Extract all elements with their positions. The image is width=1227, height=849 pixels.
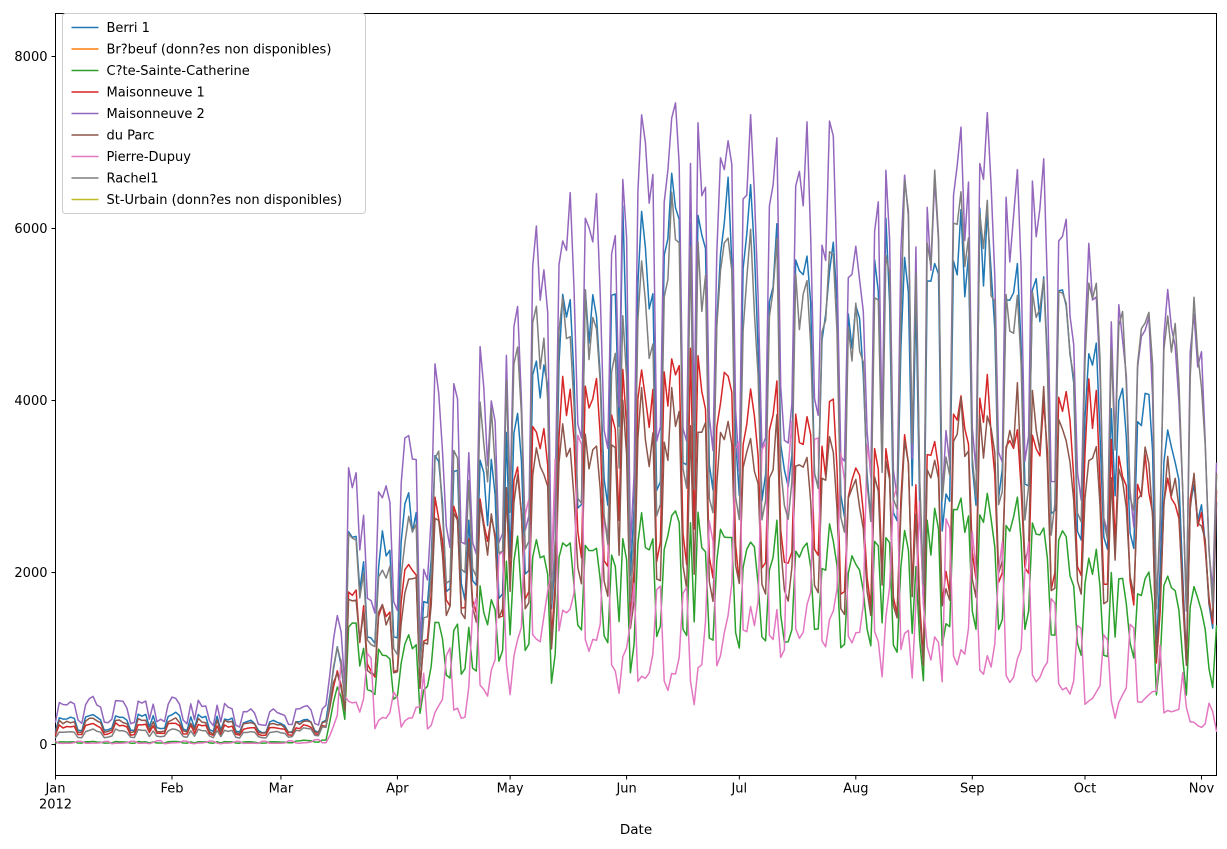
x-tick-label: Mar	[269, 782, 294, 797]
plot-border	[55, 13, 1217, 776]
legend-label-st-urbain: St-Urbain (donn?es non disponibles)	[107, 193, 343, 208]
y-tick-label: 2000	[14, 566, 47, 581]
y-tick-label: 8000	[14, 50, 47, 65]
y-tick-label: 6000	[14, 222, 47, 237]
legend-label-pierre-dupuy: Pierre-Dupuy	[107, 150, 192, 165]
legend-label-rachel1: Rachel1	[107, 172, 159, 187]
series-line-pierre-dupuy	[54, 420, 1218, 745]
x-tick-label: Feb	[160, 782, 183, 797]
legend-box	[62, 13, 366, 214]
legend-label-maisonneuve-2: Maisonneuve 2	[107, 107, 205, 122]
series-line-cote-sainte-catherine	[54, 492, 1218, 744]
x-axis-year-label: 2012	[39, 798, 72, 813]
legend-label-brebeuf: Br?beuf (donn?es non disponibles)	[107, 43, 332, 58]
x-tick-label: Nov	[1189, 782, 1215, 797]
legend-label-berri-1: Berri 1	[107, 21, 150, 36]
series-line-du-parc	[54, 382, 1218, 735]
legend-label-cote-sainte-catherine: C?te-Sainte-Catherine	[107, 64, 250, 79]
x-tick-label: May	[497, 782, 524, 797]
y-tick-label: 0	[39, 738, 47, 753]
x-tick-label: Jan	[44, 782, 65, 797]
x-tick-label: Apr	[386, 782, 409, 797]
legend-label-maisonneuve-1: Maisonneuve 1	[107, 86, 205, 101]
series-line-rachel1	[54, 169, 1218, 739]
x-tick-label: Sep	[960, 782, 985, 797]
x-tick-label: Aug	[843, 782, 868, 797]
x-tick-label: Jun	[615, 782, 636, 797]
x-tick-label: Jul	[730, 782, 747, 797]
series-line-maisonneuve-2	[54, 102, 1218, 728]
y-tick-label: 4000	[14, 394, 47, 409]
x-axis-label: Date	[619, 822, 653, 838]
x-tick-label: Oct	[1074, 782, 1096, 797]
legend-label-du-parc: du Parc	[107, 129, 155, 144]
